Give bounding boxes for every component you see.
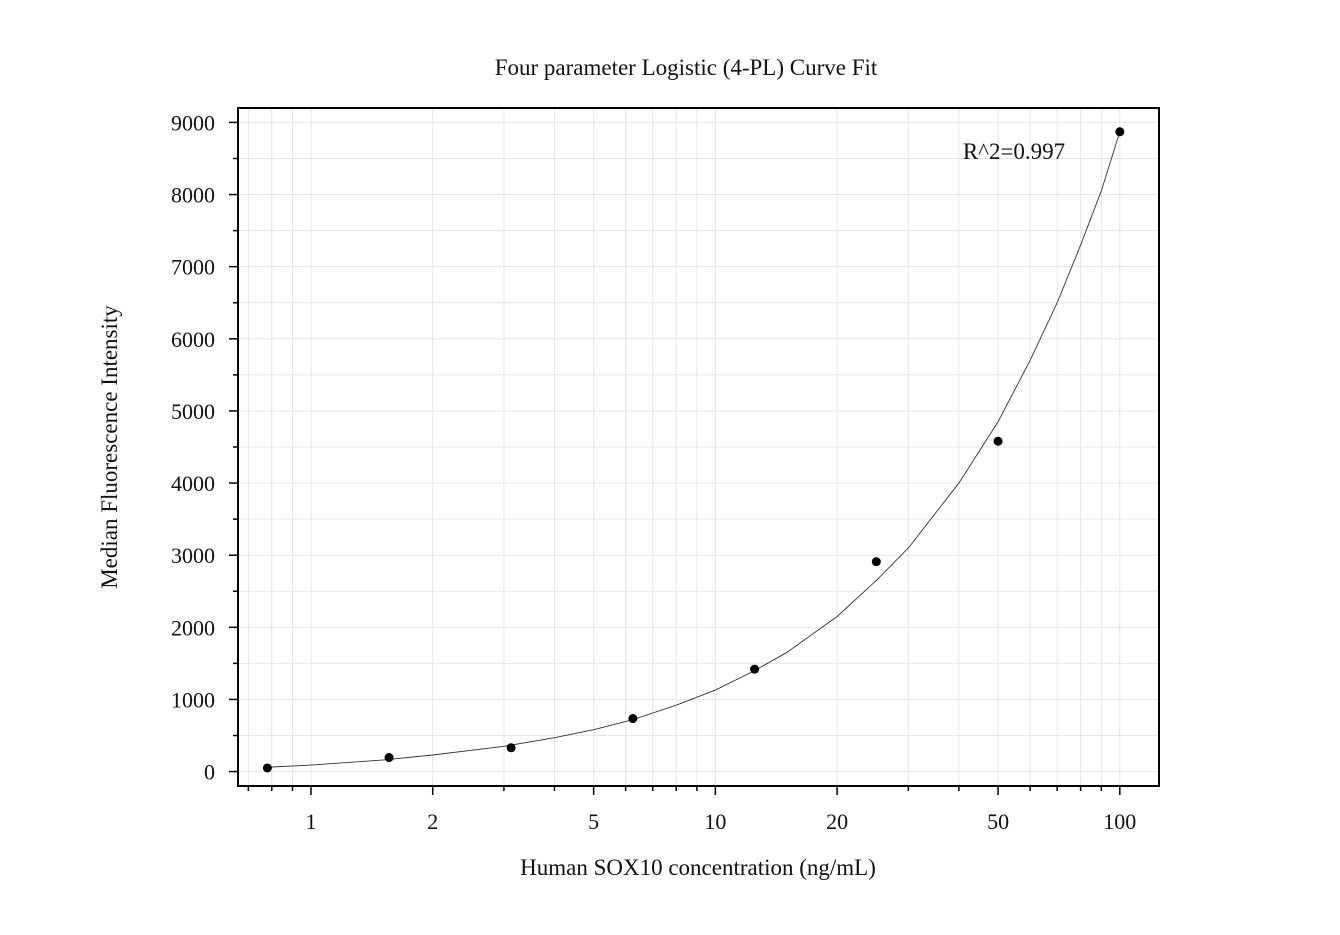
y-tick-label: 8000 [171, 183, 215, 208]
x-tick-label: 100 [1103, 809, 1136, 834]
y-tick-label: 6000 [171, 327, 215, 352]
x-tick-label: 20 [826, 809, 848, 834]
y-axis-label: Median Fluorescence Intensity [97, 305, 122, 589]
x-tick-label: 10 [704, 809, 726, 834]
grid [238, 108, 1159, 786]
y-tick-label: 0 [204, 760, 215, 785]
data-point [871, 557, 881, 567]
axis-ticks [229, 121, 1121, 795]
r-squared-annotation: R^2=0.997 [963, 139, 1065, 164]
y-tick-label: 4000 [171, 471, 215, 496]
x-tick-label: 5 [588, 809, 599, 834]
chart-title: Four parameter Logistic (4-PL) Curve Fit [495, 55, 878, 80]
data-point [384, 753, 394, 763]
tick-labels: 1 2 5 10 20 50 1000100020003000400050006000700… [171, 110, 1136, 834]
y-tick-label: 2000 [171, 615, 215, 640]
fit-curve [267, 131, 1121, 768]
data-point [1115, 127, 1125, 137]
data-point [628, 714, 638, 724]
data-point [993, 436, 1003, 446]
data-point [506, 743, 516, 753]
x-tick-label: 1 [305, 809, 316, 834]
x-tick-label: 50 [987, 809, 1009, 834]
data-point [262, 763, 272, 773]
data-point [750, 664, 760, 674]
x-tick-label: 2 [427, 809, 438, 834]
y-tick-label: 1000 [171, 687, 215, 712]
x-axis-label: Human SOX10 concentration (ng/mL) [520, 855, 876, 880]
data-points [262, 127, 1125, 773]
y-tick-label: 9000 [171, 110, 215, 135]
y-tick-label: 7000 [171, 255, 215, 280]
y-tick-label: 5000 [171, 399, 215, 424]
y-tick-label: 3000 [171, 543, 215, 568]
